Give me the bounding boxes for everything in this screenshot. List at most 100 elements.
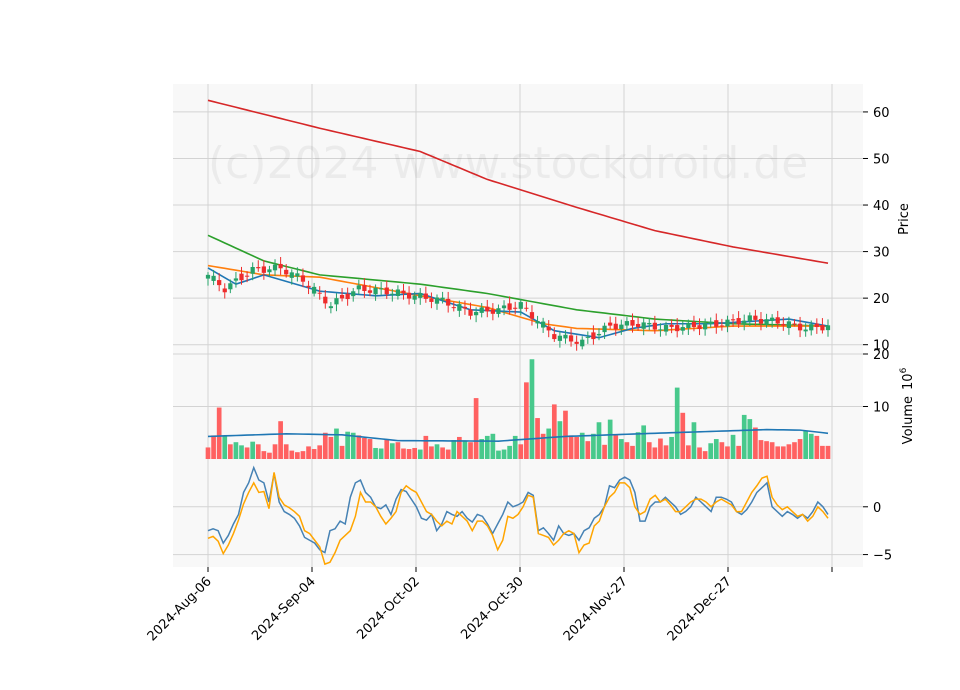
volume-bar: [814, 435, 820, 459]
candle-body: [753, 315, 758, 320]
candle-body: [797, 323, 803, 331]
x-tick-label: 2024-Oct-02: [354, 574, 422, 642]
volume-bar: [769, 442, 775, 459]
volume-bars: [205, 359, 831, 459]
volume-bar: [691, 422, 697, 459]
candle-body: [518, 302, 523, 309]
candle-body: [697, 325, 702, 330]
candle-body: [675, 325, 680, 332]
volume-bar: [311, 449, 317, 459]
candle-body: [451, 307, 456, 309]
candle-body: [379, 288, 384, 290]
volume-bar: [596, 422, 602, 459]
candle-body: [473, 311, 479, 316]
volume-bar: [602, 444, 607, 459]
volume-bar: [205, 447, 211, 459]
volume-bar: [283, 444, 289, 459]
volume-bar: [484, 435, 490, 459]
volume-bar: [362, 438, 367, 459]
volume-bar: [507, 445, 512, 459]
candle-body: [775, 317, 780, 324]
volume-bar: [289, 450, 295, 459]
y-tick-label: −5: [873, 549, 892, 564]
candle-body: [222, 288, 227, 293]
candle-body: [585, 336, 590, 338]
volume-bar: [568, 435, 574, 459]
volume-bar: [440, 447, 445, 459]
volume-bar: [540, 433, 546, 459]
candle-body: [596, 333, 602, 336]
candle-body: [205, 274, 211, 279]
candle-body: [663, 324, 669, 332]
volume-axis-title: Volume 106: [899, 367, 916, 444]
candle-body: [267, 269, 272, 273]
volume-bar: [764, 441, 769, 459]
candle-body: [680, 327, 685, 331]
candle-body: [468, 309, 473, 316]
candle-body: [261, 266, 266, 273]
x-tick-label: 2024-Aug-06: [145, 574, 215, 644]
candle-body: [730, 319, 736, 321]
volume-bar: [328, 436, 334, 459]
volume-bar: [412, 447, 418, 459]
candle-body: [373, 287, 378, 295]
candle-body: [457, 304, 462, 311]
y-tick-label: 40: [873, 199, 890, 214]
candle-body: [770, 317, 775, 321]
candle-body: [401, 290, 406, 294]
candle-body: [574, 341, 579, 344]
volume-bar: [686, 445, 691, 459]
ma200-line: [207, 99, 829, 265]
candle-body: [714, 320, 719, 327]
volume-bar: [702, 451, 708, 459]
candle-body: [792, 323, 797, 325]
y-tick-label: 50: [873, 152, 890, 167]
candle-body: [412, 295, 417, 300]
volume-bar: [674, 387, 680, 459]
candle-body: [719, 325, 724, 327]
volume-bar: [792, 442, 797, 459]
y-tick-label: 20: [873, 292, 890, 307]
watermark-text: (c)2024 www.stockdroid.de: [208, 138, 808, 189]
osc-signal-line: [207, 472, 829, 566]
volume-bar: [775, 446, 781, 459]
volume-bar: [585, 441, 591, 459]
candle-body: [591, 332, 596, 340]
candle-body: [529, 312, 535, 319]
volume-bar: [272, 444, 278, 459]
volume-bar: [641, 425, 647, 459]
candle-body: [328, 306, 334, 309]
candle-body: [613, 323, 618, 330]
candle-body: [356, 285, 361, 290]
y-tick-label: 10: [873, 401, 890, 416]
candle-body: [256, 267, 261, 269]
volume-bar: [719, 442, 725, 459]
oscillator-lines: [207, 465, 829, 566]
volume-bar: [741, 414, 747, 459]
candle-body: [429, 298, 434, 302]
y-tick-label: 0: [873, 501, 881, 516]
y-tick-label: 20: [873, 348, 890, 363]
price-panel-background: [173, 84, 863, 354]
candle-body: [652, 322, 657, 330]
oscillator-vertical-grid: [207, 459, 833, 567]
volume-bar: [780, 446, 786, 459]
candle-body: [312, 286, 317, 294]
candle-body: [552, 334, 557, 340]
volume-bar: [512, 435, 518, 459]
candle-body: [568, 335, 574, 342]
volume-bar: [211, 435, 216, 459]
volume-bar: [618, 439, 624, 459]
candle-body: [580, 339, 585, 347]
candle-body: [323, 296, 328, 304]
volume-bar: [356, 435, 362, 459]
candle-body: [295, 273, 300, 277]
candle-body: [211, 275, 216, 281]
volume-average-line: [207, 428, 829, 442]
ma20-line: [207, 264, 828, 332]
candle-body: [658, 329, 663, 331]
volume-bar: [786, 444, 792, 459]
volume-bar: [350, 432, 356, 459]
candle-body: [406, 292, 412, 299]
